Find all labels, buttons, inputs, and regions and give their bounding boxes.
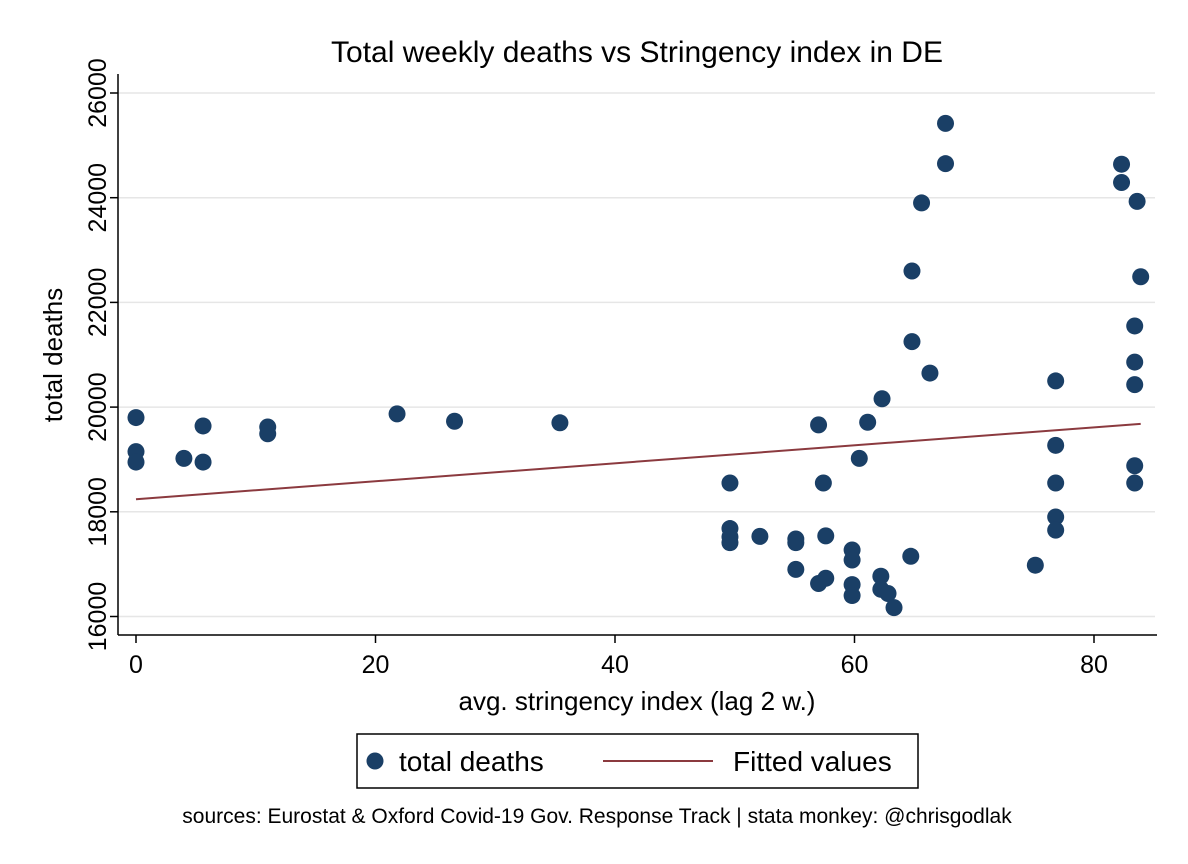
data-points [127, 114, 1150, 617]
data-point-30 [872, 567, 890, 585]
data-point-20 [814, 474, 832, 492]
data-point-48 [1113, 155, 1131, 173]
data-point-47 [1047, 521, 1065, 539]
data-point-0 [127, 409, 145, 427]
y-tick-label-20000: 20000 [84, 372, 112, 442]
legend-marker-total-deaths [366, 752, 384, 770]
axes: 16000 18000 20000 22000 24000 26000 0 20 40 60 80 [84, 58, 1157, 679]
y-axis-label: total deaths [38, 288, 68, 422]
data-point-9 [446, 412, 464, 430]
data-point-25 [843, 551, 861, 569]
data-point-41 [937, 155, 955, 173]
x-tick-label-40: 40 [601, 651, 629, 679]
data-point-40 [937, 114, 955, 132]
data-point-14 [721, 534, 739, 552]
data-point-46 [1047, 508, 1065, 526]
data-point-3 [175, 449, 193, 467]
data-point-19 [810, 416, 828, 434]
x-tick-label-80: 80 [1080, 651, 1108, 679]
data-point-31 [873, 390, 891, 408]
data-point-28 [850, 449, 868, 467]
chart-title: Total weekly deaths vs Stringency index … [331, 36, 943, 69]
legend-label-total-deaths: total deaths [399, 746, 544, 777]
data-point-52 [1126, 317, 1144, 335]
data-point-29 [859, 413, 877, 431]
source-caption: sources: Eurostat & Oxford Covid-19 Gov.… [182, 805, 1012, 828]
x-tick-label-0: 0 [129, 651, 143, 679]
data-point-54 [1126, 376, 1144, 394]
data-point-27 [843, 587, 861, 605]
data-point-10 [551, 414, 569, 432]
data-point-7 [259, 425, 277, 443]
data-point-18 [787, 560, 805, 578]
y-tick-label-16000: 16000 [84, 582, 112, 652]
data-point-37 [903, 333, 921, 351]
data-point-56 [1126, 474, 1144, 492]
data-point-50 [1128, 192, 1146, 210]
legend: total deaths Fitted values [356, 733, 919, 789]
y-tick-label-24000: 24000 [84, 163, 112, 233]
data-point-43 [1047, 372, 1065, 390]
legend-label-fitted-values: Fitted values [733, 746, 892, 777]
x-axis-label: avg. stringency index (lag 2 w.) [459, 686, 816, 716]
data-point-36 [903, 262, 921, 280]
data-point-8 [388, 405, 406, 423]
data-point-39 [921, 364, 939, 382]
data-point-34 [885, 599, 903, 617]
data-point-5 [194, 453, 212, 471]
data-point-15 [751, 527, 769, 545]
data-point-11 [721, 474, 739, 492]
data-point-4 [194, 417, 212, 435]
y-tick-label-18000: 18000 [84, 477, 112, 547]
fitted-values-line [135, 422, 1141, 501]
data-point-21 [817, 527, 835, 545]
y-tick-label-22000: 22000 [84, 268, 112, 338]
data-point-38 [913, 194, 931, 212]
data-point-33 [879, 584, 897, 602]
data-point-55 [1126, 457, 1144, 475]
data-point-45 [1047, 474, 1065, 492]
data-point-35 [902, 547, 920, 565]
data-point-49 [1113, 174, 1131, 192]
grid-lines [118, 92, 1155, 618]
data-point-51 [1132, 268, 1150, 286]
data-point-53 [1126, 353, 1144, 371]
data-point-2 [127, 453, 145, 471]
fitted-line-layer [135, 422, 1141, 501]
x-tick-label-20: 20 [362, 651, 390, 679]
x-tick-label-60: 60 [841, 651, 869, 679]
data-point-44 [1047, 436, 1065, 454]
data-point-17 [787, 534, 805, 552]
y-tick-label-26000: 26000 [84, 58, 112, 128]
data-point-23 [810, 575, 828, 593]
data-point-42 [1026, 556, 1044, 574]
